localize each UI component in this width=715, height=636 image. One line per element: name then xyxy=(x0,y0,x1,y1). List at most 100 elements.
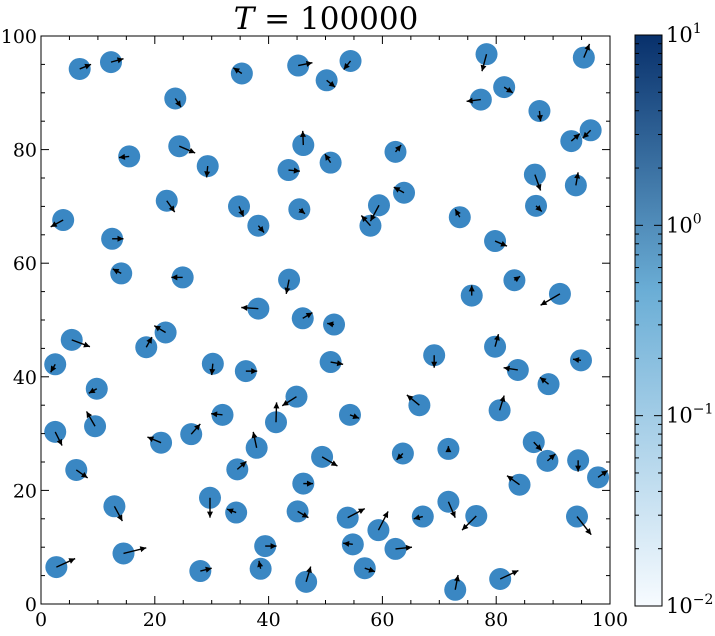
colorbar-tick-label: 101 xyxy=(666,21,702,47)
velocity-arrow xyxy=(299,130,306,146)
velocity-arrow xyxy=(343,60,352,70)
velocity-arrow xyxy=(494,240,508,247)
particle-point xyxy=(103,495,126,518)
velocity-arrow xyxy=(211,411,223,418)
velocity-arrow xyxy=(330,360,344,367)
velocity-arrow xyxy=(147,436,162,444)
velocity-arrow xyxy=(200,566,212,573)
velocity-arrow xyxy=(534,174,542,191)
velocity-arrow xyxy=(536,110,543,122)
velocity-arrow xyxy=(395,544,413,551)
velocity-arrow xyxy=(284,279,291,295)
velocity-arrow xyxy=(232,67,243,75)
velocity-arrow xyxy=(503,86,514,94)
velocity-arrow xyxy=(343,540,353,547)
velocity-arrow xyxy=(360,215,371,227)
particle-layer xyxy=(44,43,610,601)
velocity-arrow xyxy=(461,515,477,531)
velocity-arrow xyxy=(597,469,609,478)
velocity-arrow xyxy=(112,235,124,242)
velocity-arrow xyxy=(349,413,360,419)
velocity-arrow xyxy=(447,501,456,518)
velocity-arrow xyxy=(480,53,488,72)
velocity-arrow xyxy=(241,304,259,311)
velocity-arrow xyxy=(145,336,153,348)
y-tick-label: 40 xyxy=(13,367,37,389)
chart-title: T = 100000 xyxy=(234,1,419,37)
velocity-arrow xyxy=(302,312,313,319)
velocity-arrow xyxy=(533,441,543,452)
velocity-arrow xyxy=(153,325,166,334)
velocity-arrow xyxy=(445,446,452,453)
velocity-arrow xyxy=(513,275,521,283)
velocity-arrow xyxy=(503,365,518,372)
velocity-arrow xyxy=(257,225,265,233)
velocity-arrow xyxy=(572,357,582,364)
colorbar-ticks: 101 100 10−1 10−2 xyxy=(635,21,713,618)
velocity-arrow xyxy=(535,205,543,213)
velocity-arrow xyxy=(236,460,247,470)
velocity-arrow xyxy=(209,363,216,376)
velocity-arrow xyxy=(178,145,196,154)
velocity-arrow xyxy=(281,396,297,407)
velocity-arrow xyxy=(50,219,64,228)
velocity-arrow xyxy=(575,460,582,472)
velocity-arrow xyxy=(297,510,309,519)
velocity-arrow xyxy=(413,514,423,521)
velocity-arrow xyxy=(110,57,124,64)
velocity-arrow xyxy=(396,452,404,461)
velocity-arrow xyxy=(113,505,123,522)
velocity-arrow xyxy=(265,543,277,550)
velocity-arrow xyxy=(190,423,201,435)
velocity-arrow xyxy=(166,200,176,213)
velocity-arrow xyxy=(576,516,592,536)
velocity-arrow xyxy=(75,469,89,479)
particle-point xyxy=(110,262,133,285)
velocity-arrow xyxy=(54,431,63,446)
velocity-arrow xyxy=(112,268,122,275)
velocity-arrow xyxy=(123,546,147,555)
velocity-arrow xyxy=(570,133,581,142)
velocity-arrow xyxy=(245,368,258,375)
title-variable: T xyxy=(234,1,257,37)
axis-tick-labels: 0 20 40 60 80 100 0 20 40 60 80 100 xyxy=(1,26,628,631)
particle-point xyxy=(475,43,498,66)
velocity-arrow xyxy=(251,431,258,448)
velocity-arrow xyxy=(539,376,549,385)
velocity-arrow xyxy=(118,153,130,160)
velocity-arrow xyxy=(431,355,438,368)
velocity-arrow xyxy=(298,207,306,215)
x-tick-label: 20 xyxy=(143,609,167,631)
velocity-arrow xyxy=(204,166,211,178)
y-tick-label: 60 xyxy=(13,253,37,275)
y-tick-label: 0 xyxy=(25,594,37,616)
velocity-arrow xyxy=(393,186,405,194)
velocity-arrow xyxy=(574,172,581,186)
axis-ticks xyxy=(40,35,611,605)
velocity-arrow xyxy=(406,394,420,406)
velocity-arrow xyxy=(88,387,98,394)
velocity-arrow xyxy=(56,557,76,568)
velocity-arrow xyxy=(466,97,481,104)
velocity-arrow xyxy=(50,363,57,373)
velocity-arrow xyxy=(540,293,561,306)
colorbar xyxy=(634,34,663,607)
velocity-arrow xyxy=(394,144,402,153)
velocity-arrow xyxy=(288,167,300,174)
x-tick-label: 40 xyxy=(257,609,281,631)
x-tick-label: 100 xyxy=(592,609,628,631)
velocity-arrow xyxy=(305,566,312,583)
velocity-arrow xyxy=(499,569,519,580)
velocity-arrow xyxy=(326,79,336,88)
title-value: 100000 xyxy=(300,1,418,37)
velocity-arrow xyxy=(257,560,264,569)
velocity-arrow xyxy=(321,456,338,467)
velocity-arrow xyxy=(174,98,182,108)
velocity-arrow xyxy=(238,206,245,217)
velocity-arrow xyxy=(468,285,475,296)
velocity-arrow xyxy=(71,339,91,348)
velocity-arrow xyxy=(171,274,183,281)
x-tick-label: 60 xyxy=(370,609,394,631)
velocity-arrow-layer xyxy=(50,43,609,590)
